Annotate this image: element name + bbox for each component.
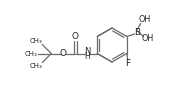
Text: OH: OH [142,34,154,43]
Text: O: O [60,49,67,58]
Text: N: N [84,47,90,56]
Text: H: H [84,52,90,61]
Text: B: B [134,28,140,37]
Text: F: F [125,59,130,68]
Text: CH₃: CH₃ [25,50,38,57]
Text: CH₃: CH₃ [30,64,43,69]
Text: O: O [72,32,79,41]
Text: CH₃: CH₃ [30,37,43,44]
Text: OH: OH [139,15,151,24]
